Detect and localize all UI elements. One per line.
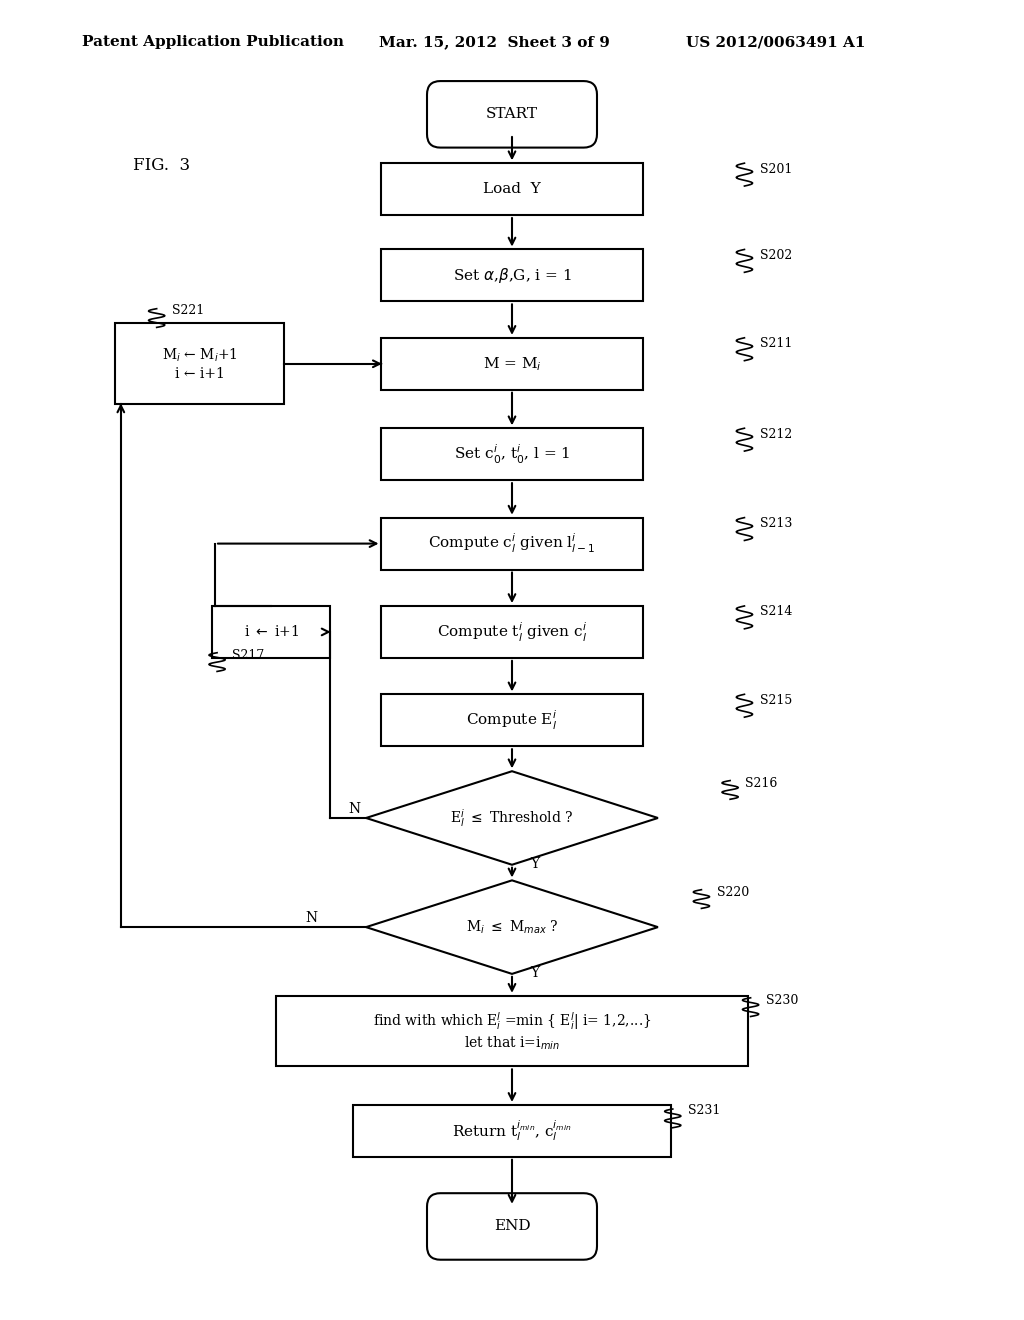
FancyBboxPatch shape bbox=[427, 1193, 597, 1259]
Text: US 2012/0063491 A1: US 2012/0063491 A1 bbox=[686, 36, 865, 49]
Bar bbox=[381, 428, 643, 480]
Text: S212: S212 bbox=[760, 428, 792, 441]
Bar bbox=[381, 694, 643, 746]
Text: S202: S202 bbox=[760, 248, 792, 261]
Text: find with which E$_i^l$ =min { E$_i^l$| i= 1,2,...}
let that i=i$_{min}$: find with which E$_i^l$ =min { E$_i^l$| … bbox=[373, 1010, 651, 1052]
Text: S216: S216 bbox=[745, 776, 778, 789]
Text: Return t$_l^{i_{min}}$, c$_l^{i_{min}}$: Return t$_l^{i_{min}}$, c$_l^{i_{min}}$ bbox=[453, 1118, 571, 1143]
Text: N: N bbox=[348, 801, 360, 816]
Text: Load  Y: Load Y bbox=[483, 182, 541, 197]
Text: Y: Y bbox=[530, 857, 540, 871]
Text: S211: S211 bbox=[760, 337, 793, 350]
Text: Mar. 15, 2012  Sheet 3 of 9: Mar. 15, 2012 Sheet 3 of 9 bbox=[379, 36, 609, 49]
Text: N: N bbox=[305, 911, 317, 925]
Bar bbox=[381, 517, 643, 569]
Text: Y: Y bbox=[530, 966, 540, 979]
Bar bbox=[213, 606, 330, 657]
Text: S215: S215 bbox=[760, 693, 792, 706]
Text: S213: S213 bbox=[760, 517, 793, 529]
Polygon shape bbox=[367, 880, 657, 974]
Text: M = M$_i$: M = M$_i$ bbox=[482, 355, 542, 372]
Bar bbox=[353, 1105, 671, 1156]
Text: END: END bbox=[494, 1220, 530, 1233]
Bar bbox=[381, 606, 643, 657]
Text: START: START bbox=[486, 107, 538, 121]
Text: Compute c$_l^i$ given l$_{l-1}^i$: Compute c$_l^i$ given l$_{l-1}^i$ bbox=[428, 532, 596, 556]
Text: M$_i$ ← M$_i$+1
i ← i+1: M$_i$ ← M$_i$+1 i ← i+1 bbox=[162, 347, 238, 380]
Bar bbox=[276, 995, 748, 1067]
Bar bbox=[115, 323, 285, 404]
Text: S221: S221 bbox=[172, 304, 204, 317]
Bar bbox=[381, 249, 643, 301]
Text: S231: S231 bbox=[688, 1105, 721, 1117]
Text: S217: S217 bbox=[232, 649, 264, 661]
FancyBboxPatch shape bbox=[427, 81, 597, 148]
Text: S220: S220 bbox=[717, 886, 749, 899]
Text: Patent Application Publication: Patent Application Publication bbox=[82, 36, 344, 49]
Text: Compute E$_l^i$: Compute E$_l^i$ bbox=[467, 709, 557, 731]
Bar bbox=[381, 338, 643, 389]
Text: E$_l^i$ $\leq$ Threshold ?: E$_l^i$ $\leq$ Threshold ? bbox=[451, 807, 573, 829]
Text: S214: S214 bbox=[760, 606, 793, 618]
Polygon shape bbox=[367, 771, 657, 865]
Text: S201: S201 bbox=[760, 162, 793, 176]
Bar bbox=[381, 164, 643, 215]
Text: M$_i$ $\leq$ M$_{max}$ ?: M$_i$ $\leq$ M$_{max}$ ? bbox=[466, 919, 558, 936]
Text: FIG.  3: FIG. 3 bbox=[133, 157, 190, 173]
Text: S230: S230 bbox=[766, 994, 799, 1007]
Text: Set c$_0^i$, t$_0^i$, l = 1: Set c$_0^i$, t$_0^i$, l = 1 bbox=[454, 442, 570, 466]
Text: i $\leftarrow$ i+1: i $\leftarrow$ i+1 bbox=[244, 624, 299, 639]
Text: Set $\alpha$,$\beta$,G, i = 1: Set $\alpha$,$\beta$,G, i = 1 bbox=[453, 265, 571, 285]
Text: Compute t$_l^i$ given c$_l^i$: Compute t$_l^i$ given c$_l^i$ bbox=[437, 620, 587, 644]
